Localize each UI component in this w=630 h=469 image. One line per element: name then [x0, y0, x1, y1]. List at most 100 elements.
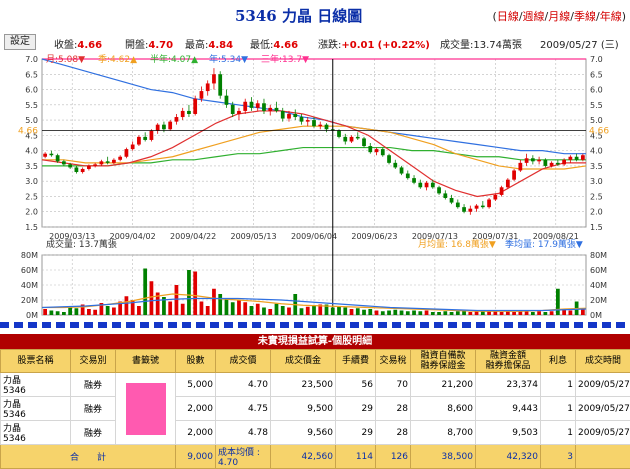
candle-body: [581, 155, 585, 160]
volume-bar: [225, 299, 229, 316]
tax-cell: 70: [376, 373, 411, 397]
volume-bar: [87, 309, 91, 315]
price-tick-right: 3.5: [590, 162, 603, 171]
price-cell: 4.78: [216, 421, 271, 445]
volume-bar: [500, 312, 504, 315]
bookmark-color-block: [126, 383, 166, 435]
volume-bar: [181, 304, 185, 315]
period-year[interactable]: 年線: [600, 10, 622, 23]
table-title: 未實現損益試算-個股明細: [0, 334, 630, 349]
period-month[interactable]: 月線: [548, 10, 570, 23]
period-day[interactable]: 日線: [497, 10, 519, 23]
candle-body: [62, 161, 66, 164]
candle-body: [306, 120, 310, 122]
candle-body: [56, 155, 60, 161]
candle-body: [393, 163, 397, 168]
ma-legend-item: 半年:4.07▲: [150, 53, 198, 65]
price-tick-left: 6.0: [25, 86, 38, 95]
candle-body: [106, 161, 110, 163]
volume-bar: [250, 306, 254, 315]
total-time-cell: [576, 445, 630, 469]
candle-body: [268, 108, 272, 111]
volume-bar: [468, 312, 472, 315]
section-divider: [0, 322, 630, 328]
tax-cell: 28: [376, 421, 411, 445]
candle-body: [43, 154, 47, 157]
volume-bar: [75, 308, 79, 315]
volume-bar: [387, 311, 391, 316]
table-header-cell: 融資金額融券擔保品: [476, 350, 541, 373]
tax-cell: 28: [376, 397, 411, 421]
trade-time-cell: 2009/05/27: [576, 421, 630, 445]
candle-body: [300, 117, 304, 122]
price-tick-right: 1.5: [590, 223, 603, 232]
volume-bar: [393, 310, 397, 315]
period-week[interactable]: 週線: [523, 10, 545, 23]
volume-bar: [56, 311, 60, 315]
volume-tick-left: 80M: [21, 251, 38, 260]
amount-cell: 23,500: [271, 373, 336, 397]
total-amount-cell: 42,560: [271, 445, 336, 469]
volume-bar: [262, 308, 266, 316]
candle-body: [493, 195, 497, 200]
volume-legend-label: 成交量: 13.7萬張: [46, 238, 117, 250]
volume-bar: [400, 311, 404, 316]
fee-cell: 29: [336, 397, 376, 421]
volume-bar: [450, 312, 454, 315]
candle-body: [450, 198, 454, 203]
candle-body: [356, 137, 360, 139]
interest-cell: 1: [541, 397, 576, 421]
period-selector: (日線/週線/月線/季線/年線): [493, 8, 626, 24]
volume-bar: [218, 294, 222, 315]
volume-bar: [175, 285, 179, 315]
volume-bar: [62, 312, 66, 315]
candle-body: [575, 157, 579, 160]
volume-bar: [512, 312, 516, 315]
candle-body: [93, 164, 97, 166]
candle-body: [162, 125, 166, 130]
candle-body: [406, 174, 410, 179]
candle-body: [562, 160, 566, 165]
candle-body: [243, 102, 247, 111]
settings-button[interactable]: 設定: [4, 34, 36, 50]
candle-body: [431, 183, 435, 188]
avg-cost-cell: 成本均價 : 4.70: [216, 445, 271, 469]
volume-bar: [356, 308, 360, 315]
table-header-cell: 成交價金: [271, 350, 336, 373]
candle-body: [325, 125, 329, 130]
price-cell: 4.75: [216, 397, 271, 421]
volume-bar: [193, 272, 197, 316]
price-tick-right: 7.0: [590, 55, 603, 64]
candle-body: [537, 160, 541, 162]
candle-body: [143, 137, 147, 140]
title-bar: 5346 力晶 日線圖 (日線/週線/月線/季線/年線): [0, 0, 630, 28]
price-tick-left: 2.0: [25, 208, 38, 217]
candle-body: [525, 158, 529, 163]
candle-body: [125, 149, 129, 157]
candle-body: [556, 163, 560, 165]
candle-body: [487, 200, 491, 208]
volume-bar: [312, 305, 316, 315]
volume-bar: [343, 308, 347, 316]
volume-bar: [306, 307, 310, 315]
candle-body: [512, 170, 516, 179]
period-quarter[interactable]: 季線: [574, 10, 596, 23]
volume-bar: [206, 306, 210, 315]
candle-body: [262, 103, 266, 111]
candle-body: [506, 180, 510, 188]
pnl-table-section: 未實現損益試算-個股明細 股票名稱交易別書籤號股數成交價成交價金手續費交易稅融資…: [0, 334, 630, 469]
candle-body: [543, 160, 547, 166]
current-price-label-left: 4.66: [18, 126, 38, 136]
candle-body: [475, 206, 479, 209]
candle-body: [318, 125, 322, 127]
volume-bar: [268, 309, 272, 315]
candle-body: [75, 167, 79, 172]
candle-body: [500, 187, 504, 195]
amount-cell: 9,560: [271, 421, 336, 445]
volume-bar: [187, 270, 191, 315]
volume-bar: [93, 310, 97, 315]
total-tax-cell: 126: [376, 445, 411, 469]
volume-bar: [375, 311, 379, 316]
